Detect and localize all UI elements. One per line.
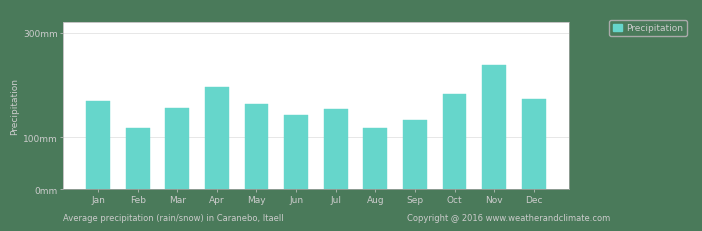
Text: Average precipitation (rain/snow) in Caranebo, Itaell: Average precipitation (rain/snow) in Car… bbox=[63, 213, 284, 222]
Y-axis label: Precipitation: Precipitation bbox=[10, 78, 19, 135]
Bar bbox=[324, 110, 347, 189]
Bar bbox=[284, 115, 308, 189]
Bar bbox=[482, 66, 506, 189]
Bar bbox=[443, 94, 466, 189]
Legend: Precipitation: Precipitation bbox=[609, 21, 687, 37]
Bar bbox=[166, 109, 189, 189]
Bar bbox=[522, 100, 545, 189]
Bar bbox=[86, 101, 110, 189]
Bar bbox=[244, 105, 268, 189]
Bar bbox=[205, 88, 229, 189]
Bar bbox=[126, 128, 150, 189]
Bar bbox=[364, 128, 388, 189]
Bar bbox=[403, 121, 427, 189]
Text: Copyright @ 2016 www.weatherandclimate.com: Copyright @ 2016 www.weatherandclimate.c… bbox=[407, 213, 611, 222]
